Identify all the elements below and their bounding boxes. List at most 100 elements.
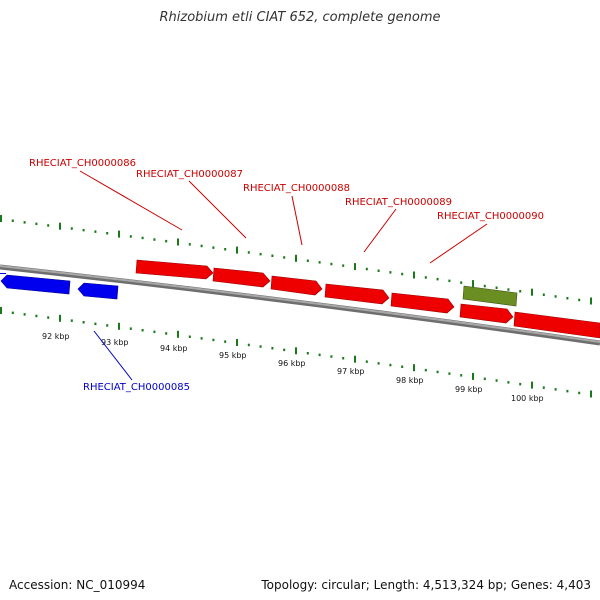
scale-dot: [483, 284, 486, 288]
scale-tick: [295, 347, 297, 355]
leader-line: [79, 170, 183, 231]
scale-dot: [283, 348, 286, 352]
scale-dot: [200, 337, 203, 340]
scale-labels: 92 kbp 93 kbp 94 kbp 95 kbp 96 kbp 97 kb…: [42, 332, 544, 403]
scale-dot: [424, 276, 427, 279]
scale-dot: [566, 297, 569, 300]
gene-label-ch0000088[interactable]: RHECIAT_CH0000088: [243, 183, 350, 194]
scale-dot: [542, 386, 545, 389]
gene-feature-other[interactable]: [462, 285, 518, 307]
scale-dot: [165, 332, 168, 335]
scale-tick: [118, 230, 120, 238]
scale-dot: [424, 368, 427, 372]
scale-dot: [507, 288, 510, 291]
scale-dot: [554, 295, 557, 298]
scale-label: 93 kbp: [101, 338, 129, 347]
scale-label: 99 kbp: [455, 385, 483, 394]
scale-dot: [519, 382, 522, 386]
scale-dot: [401, 272, 404, 276]
scale-dot: [448, 372, 451, 375]
scale-tick: [354, 355, 356, 363]
scale-dot: [70, 227, 73, 230]
gene-arrow-forward[interactable]: [513, 311, 600, 339]
gene-label-ch0000089[interactable]: RHECIAT_CH0000089: [345, 197, 452, 208]
scale-tick: [59, 314, 61, 322]
scale-dot: [495, 379, 498, 382]
scale-dot: [507, 381, 510, 384]
scale-dot: [141, 329, 144, 332]
scale-dot: [306, 352, 309, 355]
scale-dot: [82, 228, 85, 232]
scale-dot: [129, 327, 132, 330]
scale-dot: [401, 365, 404, 368]
scale-label: 92 kbp: [42, 332, 70, 341]
scale-tick: [531, 288, 533, 296]
scale-dot: [342, 264, 345, 267]
scale-label: 95 kbp: [219, 351, 247, 360]
scale-dot: [483, 377, 486, 381]
scale-dot: [129, 235, 132, 238]
scale-dot: [271, 347, 274, 350]
scale-dot: [70, 319, 73, 322]
scale-dot: [389, 271, 392, 274]
scale-dot: [259, 252, 262, 256]
scale-tick: [413, 271, 415, 279]
scale-dot: [82, 321, 85, 324]
scale-dot: [212, 338, 215, 342]
scale-tick: [177, 330, 179, 338]
lower-scale-dots: [0, 307, 592, 398]
scale-dot: [247, 343, 250, 347]
scale-dot: [436, 370, 439, 374]
gene-arrow-forward[interactable]: [390, 292, 455, 314]
scale-tick: [472, 280, 474, 288]
scale-dot: [365, 267, 368, 271]
scale-tick: [590, 297, 592, 305]
scale-dot: [271, 254, 274, 257]
gene-features: [0, 259, 600, 339]
scale-dot: [448, 279, 451, 283]
gene-arrow-forward[interactable]: [212, 267, 271, 288]
scale-dot: [11, 311, 14, 315]
scale-tick: [59, 222, 61, 230]
scale-tick: [177, 238, 179, 246]
scale-dot: [224, 248, 227, 251]
scale-dot: [342, 357, 345, 360]
scale-dot: [365, 360, 368, 363]
gene-label-ch0000090[interactable]: RHECIAT_CH0000090: [437, 211, 544, 222]
gene-label-ch0000086[interactable]: RHECIAT_CH0000086: [29, 158, 136, 169]
scale-dot: [377, 362, 380, 365]
scale-dot: [23, 313, 26, 316]
gene-arrow-reverse[interactable]: [0, 274, 71, 295]
scale-dot: [106, 324, 109, 327]
scale-dot: [224, 340, 227, 343]
gene-arrow-forward[interactable]: [324, 283, 390, 305]
scale-dot: [47, 316, 50, 319]
scale-dot: [566, 389, 569, 393]
scale-tick: [590, 390, 592, 398]
genome-backbone: [0, 264, 600, 346]
scale-tick: [531, 381, 533, 389]
scale-dot: [247, 251, 250, 254]
scale-dot: [47, 224, 50, 227]
gene-arrow-reverse[interactable]: [0, 273, 6, 274]
scale-dot: [460, 281, 463, 284]
scale-dot: [542, 293, 545, 296]
scale-dot: [35, 222, 38, 226]
scale-dot: [200, 244, 203, 248]
gene-label-ch0000085[interactable]: RHECIAT_CH0000085: [83, 382, 190, 393]
leader-line: [429, 223, 488, 264]
gene-arrow-forward[interactable]: [459, 303, 514, 324]
gene-arrow-reverse[interactable]: [77, 282, 119, 300]
scale-dot: [554, 388, 557, 391]
scale-label: 96 kbp: [278, 359, 306, 368]
scale-dot: [318, 261, 321, 264]
scale-dot: [106, 232, 109, 235]
gene-arrow-forward[interactable]: [135, 259, 214, 280]
scale-dot: [35, 314, 38, 318]
scale-dot: [578, 391, 581, 395]
gene-arrow-forward[interactable]: [270, 275, 323, 296]
scale-dot: [283, 256, 286, 259]
gene-label-ch0000087[interactable]: RHECIAT_CH0000087: [136, 169, 243, 180]
scale-dot: [23, 221, 26, 224]
scale-dot: [306, 259, 309, 262]
